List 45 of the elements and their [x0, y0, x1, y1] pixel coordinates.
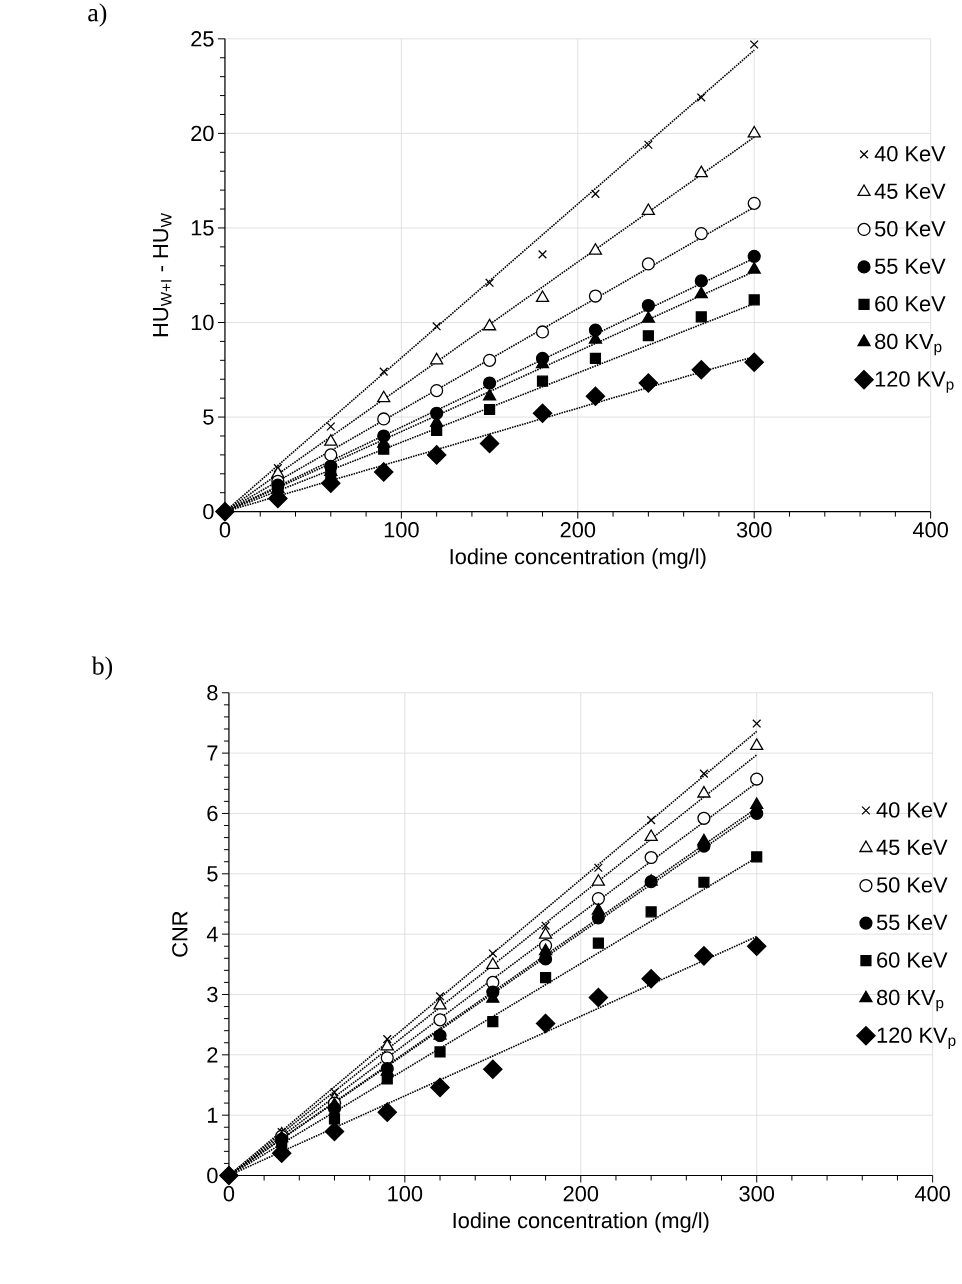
y-tick-label: 6: [207, 805, 218, 822]
legend-label: 40 KeV: [874, 146, 946, 162]
x-tick-label: 100: [384, 522, 419, 538]
legend-label: 80 KV$_{p}$: [874, 333, 942, 356]
y-tick-label: 0: [202, 503, 214, 520]
y-tick-label: 4: [206, 926, 218, 942]
y-tick-label: 1: [207, 1107, 218, 1123]
x-tick-label: 400: [914, 1185, 950, 1202]
x-axis-title: Iodine concentration (mg/l): [450, 548, 706, 569]
y-tick-label: 20: [191, 125, 214, 142]
x-tick-label: 200: [563, 1185, 598, 1202]
legend-label: 60 KeV: [875, 296, 946, 312]
legend-label: 80 KV$_{p}$: [876, 989, 944, 1012]
legend-label: 55 KeV: [876, 914, 948, 931]
x-tick-label: 100: [388, 1185, 422, 1202]
chart-title: b): [91, 656, 112, 680]
legend-label: 40 KeV: [876, 802, 948, 818]
legend-label: 120 KV$_{p}$: [875, 371, 954, 393]
legend-label: 55 KeV: [874, 258, 946, 274]
y-tick-label: 15: [191, 220, 214, 236]
x-axis-title: Iodine concentration (mg/l): [453, 1212, 709, 1233]
x-tick-label: 0: [223, 1185, 234, 1202]
legend-label: 45 KeV: [874, 183, 946, 199]
x-tick-label: 0: [219, 522, 230, 538]
x-tick-label: 300: [739, 1185, 774, 1202]
y-tick-label: 8: [207, 685, 218, 701]
y-tick-label: 7: [207, 745, 218, 761]
x-tick-label: 200: [560, 522, 595, 538]
legend-label: 50 KeV: [874, 221, 946, 237]
y-tick-label: 5: [202, 409, 214, 425]
legend-label: 50 KeV: [876, 877, 948, 893]
y-tick-label: 25: [191, 31, 214, 47]
y-axis-title: HU$_{W+I}$ - HU$_{W}$: [152, 213, 172, 337]
y-tick-label: 0: [206, 1167, 218, 1184]
y-axis-title: CNR: [171, 911, 188, 957]
y-tick-label: 3: [206, 986, 218, 1003]
x-tick-label: 300: [736, 522, 772, 538]
x-tick-label: 400: [912, 522, 948, 538]
legend-label: 45 KeV: [876, 839, 948, 855]
legend-label: 120 KV$_{p}$: [877, 1027, 956, 1049]
legend-label: 60 KeV: [876, 952, 948, 968]
y-tick-label: 5: [206, 866, 218, 882]
y-tick-label: 10: [191, 314, 214, 331]
chart-title: a): [87, 3, 106, 27]
y-tick-label: 2: [207, 1047, 218, 1063]
